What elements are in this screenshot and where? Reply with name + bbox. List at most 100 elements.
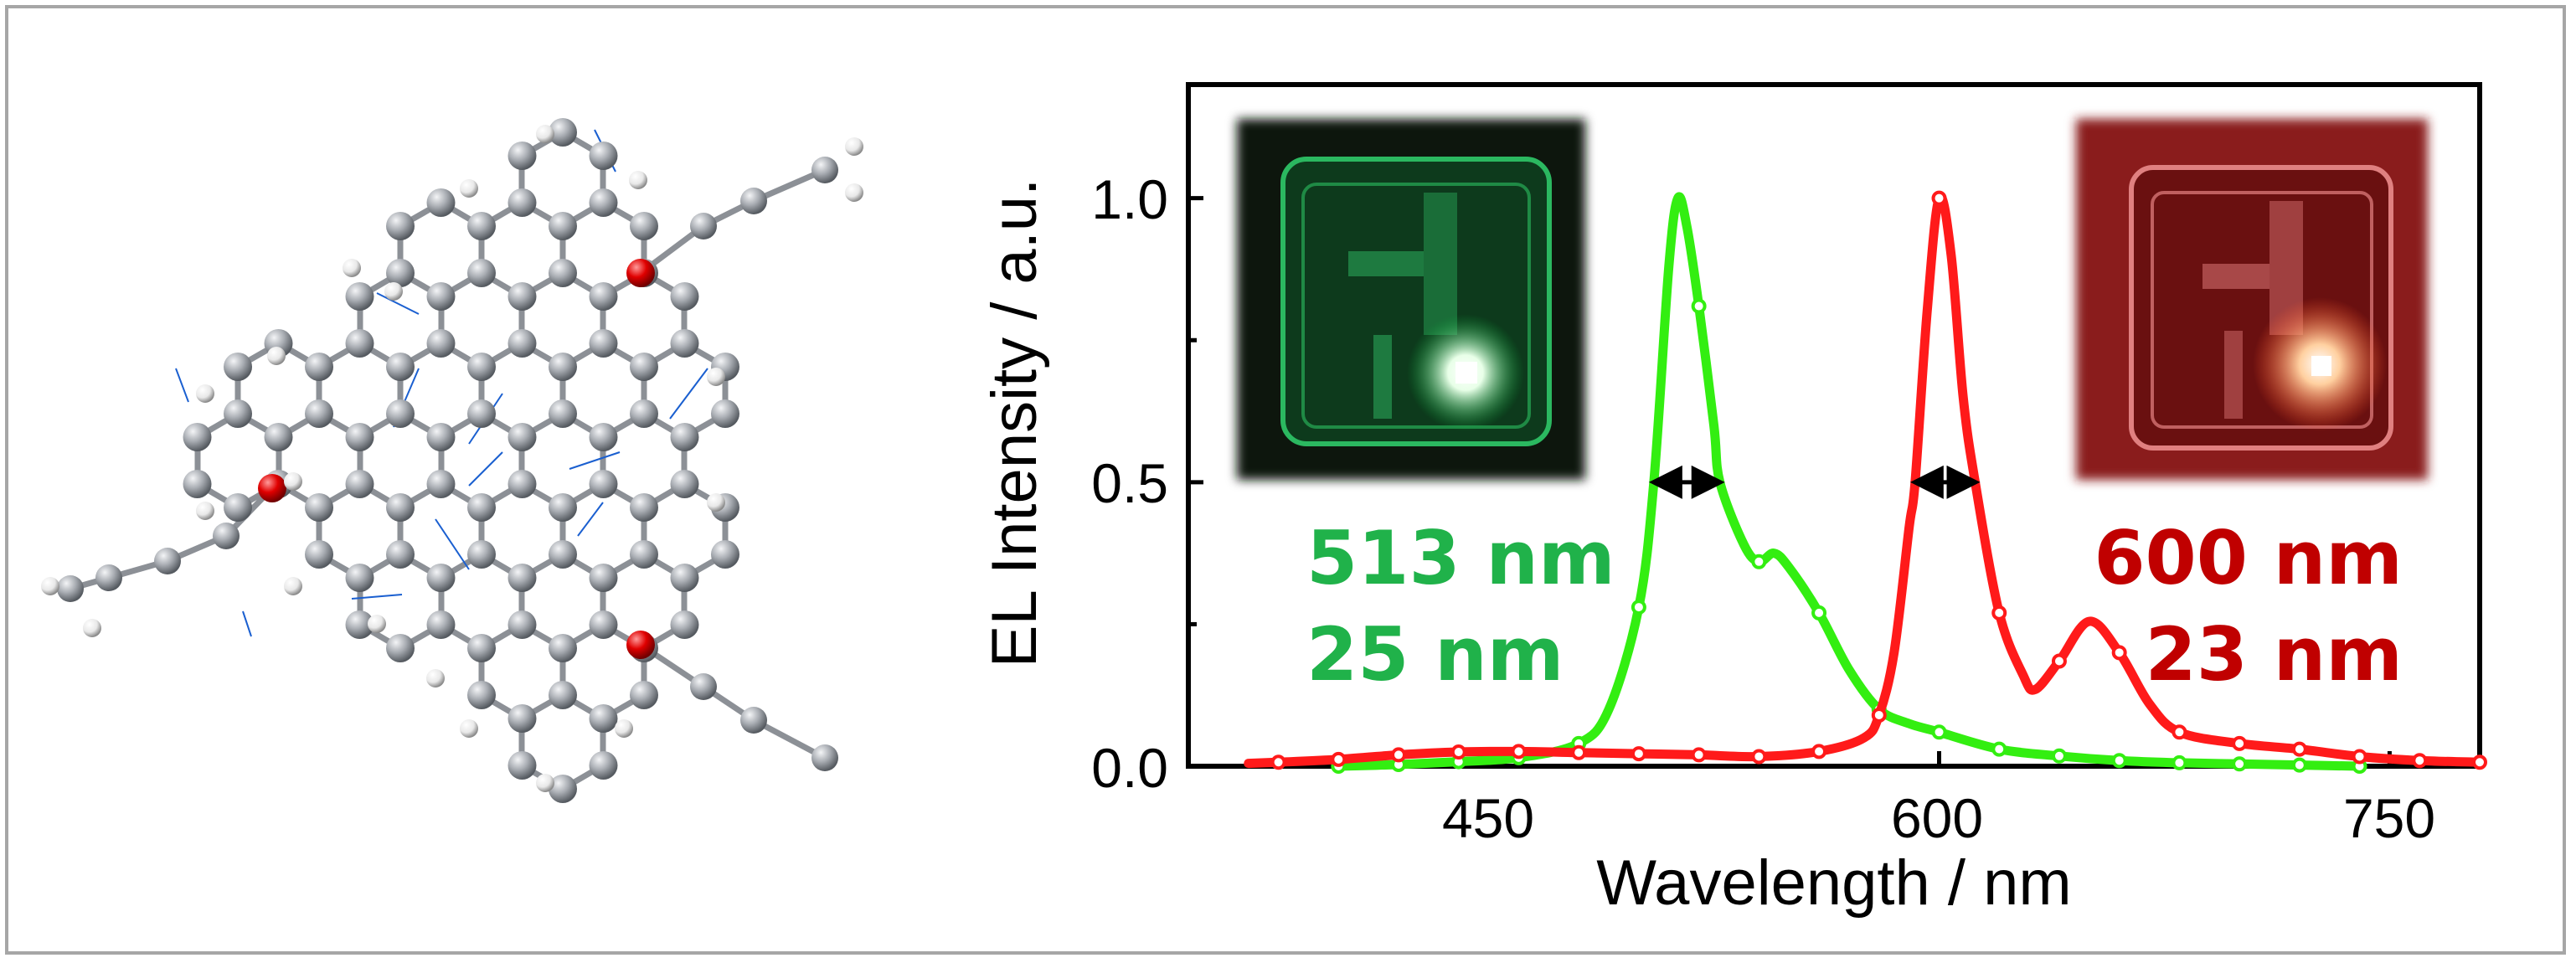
carbon-atom: [467, 212, 496, 240]
carbon-atom: [710, 540, 739, 569]
carbon-atom: [589, 610, 618, 639]
carbon-atom: [670, 329, 699, 358]
carbon-atom: [507, 142, 537, 170]
carbon-atom: [548, 353, 577, 381]
displacement-vector: [175, 368, 189, 403]
y-tick-label: 0.5: [1091, 452, 1168, 514]
carbon-atom: [426, 564, 456, 592]
carbon-atom: [507, 751, 537, 780]
carbon-atom: [467, 399, 496, 428]
carbon-atom: [670, 470, 699, 498]
data-point: [1811, 605, 1827, 621]
y-tick-label: 1.0: [1091, 168, 1168, 230]
hydrogen-atom: [83, 619, 101, 637]
hydrogen-atom: [707, 368, 725, 386]
data-point: [2232, 756, 2248, 772]
x-tick-label: 750: [2343, 787, 2435, 849]
carbon-atom: [690, 213, 717, 239]
carbon-atom: [670, 282, 699, 311]
y-tick-label: 0.0: [1091, 737, 1168, 799]
carbon-atom: [224, 493, 253, 522]
plot-frame: [1186, 82, 2482, 769]
carbon-atom: [183, 470, 212, 498]
hydrogen-atom: [41, 577, 59, 595]
data-point: [1270, 754, 1286, 770]
bond: [752, 717, 827, 761]
carbon-atom: [548, 775, 577, 803]
carbon-atom: [305, 493, 334, 522]
oxygen-atom: [626, 259, 655, 287]
hydrogen-atom: [536, 774, 554, 792]
carbon-atom: [183, 423, 212, 451]
carbon-atom: [224, 399, 253, 428]
carbon-atom: [589, 470, 618, 498]
data-point: [1931, 190, 1947, 206]
hydrogen-atom: [707, 493, 725, 512]
carbon-atom: [548, 540, 577, 569]
carbon-atom: [305, 540, 334, 569]
data-point: [1871, 707, 1887, 723]
red-fwhm-label: 23 nm: [2146, 611, 2403, 698]
hydrogen-atom: [196, 502, 214, 520]
carbon-atom: [426, 470, 456, 498]
carbon-atom: [589, 282, 618, 311]
carbon-atom: [740, 707, 767, 734]
displacement-vector: [569, 451, 621, 470]
carbon-atom: [345, 564, 374, 592]
carbon-atom: [589, 564, 618, 592]
molecule-structure-icon: [41, 118, 863, 803]
carbon-atom: [670, 610, 699, 639]
carbon-atom: [507, 704, 537, 733]
data-point: [1991, 741, 2007, 757]
carbon-atom: [629, 212, 658, 240]
carbon-atom: [345, 282, 374, 311]
carbon-atom: [548, 212, 577, 240]
hydrogen-atom: [284, 577, 302, 595]
figure-border: [5, 5, 2566, 955]
carbon-atom: [386, 399, 415, 428]
carbon-atom: [386, 634, 415, 662]
carbon-atom: [386, 493, 415, 522]
hydrogen-atom: [460, 179, 478, 198]
carbon-atom: [710, 399, 739, 428]
carbon-atom: [95, 564, 122, 591]
green-led-device-photo: [1237, 119, 1585, 480]
carbon-atom: [507, 329, 537, 358]
displacement-vector: [577, 502, 604, 537]
carbon-atom: [740, 188, 767, 214]
green-peak-label: 513 nm: [1306, 515, 1615, 601]
hydrogen-atom: [284, 472, 302, 491]
data-point: [1631, 746, 1646, 762]
carbon-atom: [386, 212, 415, 240]
data-point: [1931, 724, 1947, 740]
carbon-atom: [548, 399, 577, 428]
carbon-atom: [629, 399, 658, 428]
hydrogen-atom: [196, 384, 214, 403]
displacement-vector: [468, 451, 503, 487]
carbon-atom: [811, 157, 838, 183]
carbon-atom: [507, 610, 537, 639]
carbon-atom: [213, 523, 240, 549]
carbon-atom: [467, 493, 496, 522]
carbon-atom: [629, 540, 658, 569]
carbon-atom: [224, 353, 253, 381]
carbon-atom: [589, 142, 618, 170]
oxygen-atom: [258, 474, 286, 502]
carbon-atom: [305, 399, 334, 428]
red-led-device-photo: [2076, 119, 2428, 480]
carbon-atom: [386, 540, 415, 569]
hydrogen-atom: [615, 719, 633, 738]
carbon-atom: [426, 282, 456, 311]
carbon-atom: [467, 634, 496, 662]
carbon-atom: [305, 353, 334, 381]
y-axis-title: EL Intensity / a.u.: [979, 178, 1050, 667]
data-point: [1811, 744, 1827, 760]
data-point: [2172, 724, 2187, 740]
carbon-atom: [345, 329, 374, 358]
carbon-atom: [670, 564, 699, 592]
data-point: [1631, 600, 1646, 615]
hydrogen-atom: [343, 259, 361, 277]
hydrogen-atom: [460, 719, 478, 738]
data-point: [1391, 747, 1407, 763]
